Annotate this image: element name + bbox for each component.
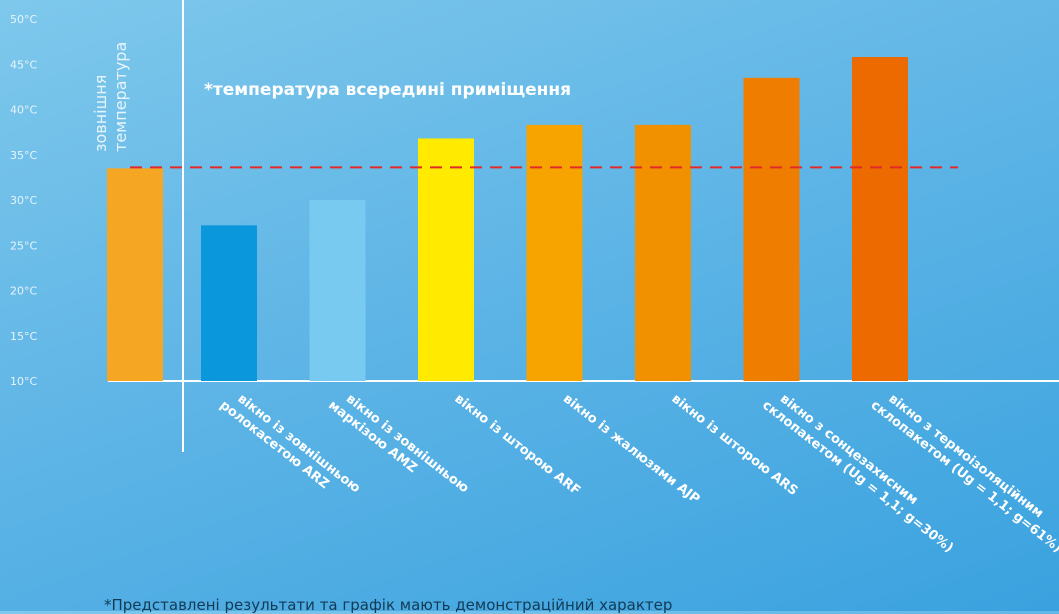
reference-line-label: *температура всередині приміщення (204, 80, 571, 100)
y-tick-label: 25°C (10, 239, 37, 252)
category-label-line: вікно із зовнішньою (343, 391, 472, 496)
y-tick-label: 15°C (10, 330, 37, 343)
bar-outside-temperature (107, 168, 163, 381)
category-label: вікно із шторою ARF (452, 391, 583, 498)
y-tick-label: 50°C (10, 13, 37, 26)
outside-temperature-label: зовнішня температура (91, 42, 130, 152)
bar (309, 200, 366, 381)
category-label-line: ролокасетою ARZ (217, 398, 332, 492)
y-tick-label: 40°C (10, 104, 37, 117)
outside-label-line-1: зовнішня (91, 75, 110, 152)
y-tick-label: 45°C (10, 58, 37, 71)
y-tick-label: 10°C (10, 375, 37, 388)
y-axis-ticks: 50°C 45°C 40°C 35°C 30°C 25°C 20°C 15°C 10°C (10, 13, 37, 388)
category-label-line: вікно із шторою ARF (452, 391, 583, 498)
bars (107, 57, 908, 381)
y-tick-label: 20°C (10, 285, 37, 298)
bar (418, 138, 474, 381)
y-tick-label: 30°C (10, 194, 37, 207)
bar (635, 124, 691, 381)
bar (526, 124, 583, 381)
footnote: *Представлені результати та графік мають… (104, 596, 673, 614)
bar (201, 225, 257, 381)
y-tick-label: 35°C (10, 149, 37, 162)
outside-label-line-2: температура (111, 42, 130, 152)
bar (852, 57, 908, 381)
bar (743, 77, 800, 381)
